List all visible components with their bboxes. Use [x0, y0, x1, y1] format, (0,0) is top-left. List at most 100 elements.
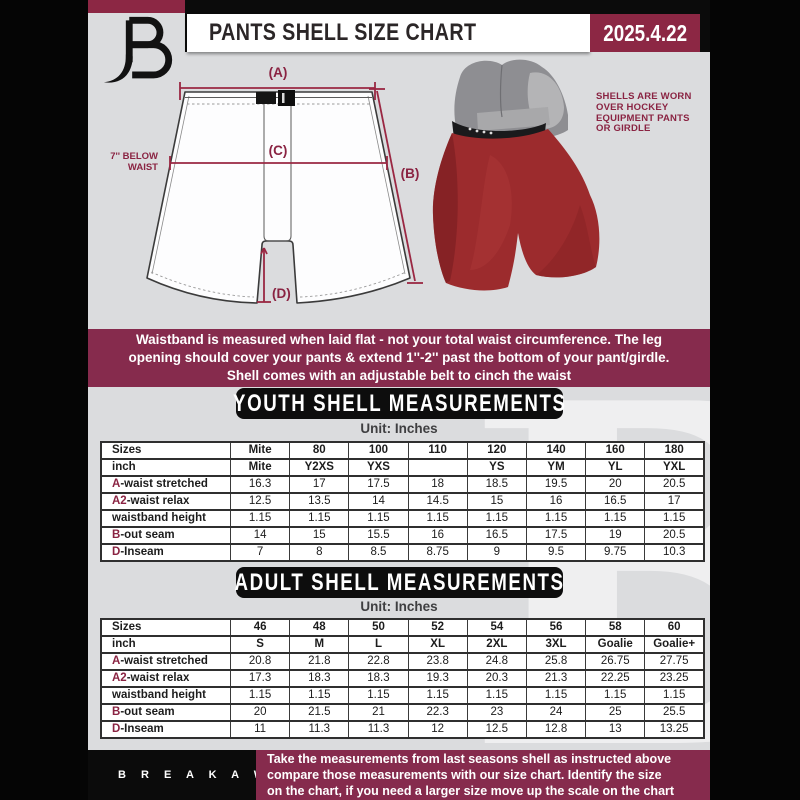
table-cell: 26.75	[585, 652, 646, 671]
table-cell: 24	[525, 703, 587, 722]
table-cell: 20	[229, 703, 291, 722]
table-cell: 1.15	[525, 509, 587, 528]
table-cell: 2XL	[466, 635, 527, 654]
table-row: B-out seam 14 15 15.5 16 16.5 17.5 19 20.5	[100, 526, 705, 545]
label-d: (D)	[272, 286, 291, 301]
table-cell: 120	[466, 441, 527, 460]
table-cell: 12	[407, 720, 468, 739]
table-cell: YXL	[644, 458, 705, 477]
table-cell: YL	[585, 458, 646, 477]
table-cell: Mite	[229, 458, 291, 477]
table-cell: 140	[525, 441, 587, 460]
row-label: B-out seam	[100, 703, 231, 722]
table-row: D-Inseam 11 11.3 11.3 12 12.5 12.8 13 13.25	[100, 720, 705, 739]
table-cell: 13.5	[289, 492, 350, 511]
table-cell: 14	[229, 526, 291, 545]
row-label: D-Inseam	[100, 543, 231, 562]
table-cell: Mite	[229, 441, 291, 460]
notice-line: opening should cover your pants & extend…	[128, 350, 670, 365]
table-cell: 13.25	[644, 720, 705, 739]
table-cell	[407, 458, 468, 477]
row-label-prefix: B	[112, 529, 121, 541]
table-cell: 12.8	[525, 720, 587, 739]
table-cell: Y2XS	[289, 458, 350, 477]
table-cell: 21.3	[525, 669, 587, 688]
row-label-prefix: D	[112, 723, 121, 735]
table-cell: 23.25	[644, 669, 705, 688]
table-row: waistband height 1.15 1.15 1.15 1.15 1.15 1.15…	[100, 686, 705, 705]
table-cell: 110	[407, 441, 468, 460]
table-cell: 11.3	[289, 720, 350, 739]
adult-section-title: ADULT SHELL MEASUREMENTS	[234, 568, 565, 596]
table-cell: 1.15	[585, 686, 646, 705]
youth-section-banner: YOUTH SHELL MEASUREMENTS	[233, 388, 565, 419]
table-cell: 21	[348, 703, 409, 722]
shell-product-photo	[432, 59, 600, 291]
table-cell: 1.15	[466, 686, 527, 705]
table-cell: 25	[585, 703, 646, 722]
table-cell: 22.25	[585, 669, 646, 688]
measurement-notice-banner: Waistband is measured when laid flat - n…	[88, 329, 710, 387]
youth-unit-label: Unit: Inches	[360, 421, 438, 436]
table-cell: 20.5	[644, 526, 705, 545]
table-cell: Goalie	[585, 635, 646, 654]
notice-line: Waistband is measured when laid flat - n…	[135, 332, 663, 347]
footer-brand-box: B R E A K A W A Y	[88, 750, 309, 800]
footer-instructions-box: Take the measurements from last seasons …	[256, 750, 710, 800]
belt-buckle	[256, 92, 276, 104]
adult-unit-label: Unit: Inches	[360, 599, 438, 614]
table-cell: 17.5	[525, 526, 587, 545]
table-cell: 52	[407, 618, 468, 637]
table-cell: XL	[407, 635, 468, 654]
table-cell: 1.15	[229, 686, 291, 705]
red-shell	[432, 129, 600, 291]
row-label: inch	[100, 635, 231, 654]
notice-line: Shell comes with an adjustable belt to c…	[226, 368, 572, 383]
table-cell: 13	[585, 720, 646, 739]
table-cell: 58	[585, 618, 646, 637]
table-cell: 60	[644, 618, 705, 637]
row-label-prefix: A	[112, 655, 121, 667]
table-cell: 19.3	[407, 669, 468, 688]
table-cell: 46	[229, 618, 291, 637]
adult-measurements-table: Sizes 46 48 50 52 54 56 58 60 inch S M L XL 2XL 3XL Goal…	[100, 618, 705, 739]
table-cell: 180	[644, 441, 705, 460]
row-label: A2-waist relax	[100, 492, 231, 511]
table-cell: 23.8	[407, 652, 468, 671]
table-cell: 8	[289, 543, 350, 562]
table-row: A2-waist relax 12.5 13.5 14 14.5 15 16 16.5 17	[100, 492, 705, 511]
table-cell: 1.15	[348, 686, 409, 705]
measure-line-c	[169, 156, 388, 170]
photo-caption-line: OVER HOCKEY	[596, 101, 669, 113]
table-cell: 21.5	[289, 703, 350, 722]
below-waist-note-line1: 7'' BELOW	[110, 151, 158, 162]
table-cell: 16.3	[229, 475, 291, 494]
measure-line-b	[369, 88, 423, 284]
table-cell: 8.5	[348, 543, 409, 562]
table-cell: 1.15	[525, 686, 587, 705]
table-cell: L	[348, 635, 409, 654]
table-cell: 9.5	[525, 543, 587, 562]
table-cell: 1.15	[407, 686, 468, 705]
row-label: A-waist stretched	[100, 475, 231, 494]
page-title: PANTS SHELL SIZE CHART	[209, 19, 477, 46]
row-label: inch	[100, 458, 231, 477]
measure-line-d	[257, 247, 271, 303]
footer-line: compare those measurements with our size…	[267, 768, 662, 782]
photo-caption-line: SHELLS ARE WORN	[596, 91, 692, 102]
table-cell: 9	[466, 543, 527, 562]
table-row: inch Mite Y2XS YXS YS YM YL YXL	[100, 458, 705, 477]
table-cell: 24.8	[466, 652, 527, 671]
table-cell: YXS	[348, 458, 409, 477]
date-text: 2025.4.22	[603, 19, 687, 46]
table-cell: 12.5	[229, 492, 291, 511]
table-cell: 22.8	[348, 652, 409, 671]
row-label-prefix: B	[112, 706, 121, 718]
footer-line: on the chart, if you need a larger size …	[267, 784, 675, 798]
table-cell: 19	[585, 526, 646, 545]
table-cell: 3XL	[525, 635, 587, 654]
table-cell: 54	[466, 618, 527, 637]
table-cell: 18	[407, 475, 468, 494]
table-cell: 17.5	[348, 475, 409, 494]
